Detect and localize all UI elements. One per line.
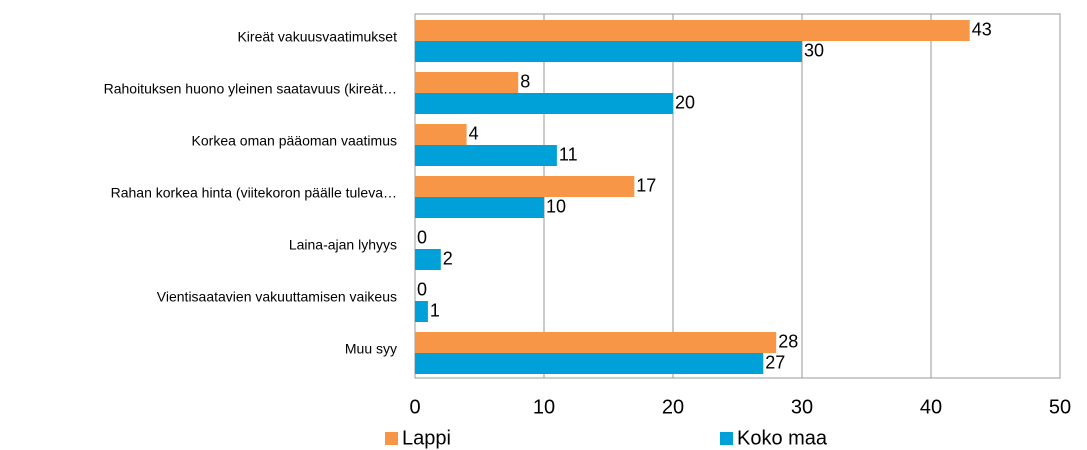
x-tick-label: 40 [920,396,942,418]
category-label: Rahan korkea hinta (viitekoron päälle tu… [111,185,397,201]
x-tick-label: 20 [662,396,684,418]
value-label: 1 [430,300,440,320]
category-label: Vientisaatavien vakuuttamisen vaikeus [157,289,397,305]
value-label: 30 [804,40,824,60]
bar [415,353,764,374]
bar [415,332,777,353]
value-label: 27 [765,352,785,372]
value-label: 0 [417,227,427,247]
value-label: 43 [972,19,992,39]
bar [415,197,544,218]
x-tick-label: 30 [791,396,813,418]
bar [415,176,635,197]
value-label: 8 [520,71,530,91]
category-label: Korkea oman pääoman vaatimus [192,133,397,149]
value-label: 10 [546,196,566,216]
value-label: 17 [636,175,656,195]
x-tick-label: 50 [1049,396,1071,418]
bar [415,301,428,322]
value-label: 0 [417,279,427,299]
x-tick-label: 10 [533,396,555,418]
legend-label: Lappi [402,427,451,449]
category-label: Muu syy [345,341,397,357]
bar [415,20,970,41]
value-label: 28 [778,331,798,351]
legend-swatch [720,432,733,445]
bar [415,249,441,270]
value-label: 4 [469,123,479,143]
category-label: Rahoituksen huono yleinen saatavuus (kir… [104,81,397,97]
bar [415,124,467,145]
bar [415,41,802,62]
legend-swatch [385,432,398,445]
legend-label: Koko maa [737,427,828,449]
bar [415,145,557,166]
value-label: 2 [443,248,453,268]
x-tick-label: 0 [409,396,420,418]
bar [415,72,519,93]
category-label: Laina-ajan lyhyys [289,237,397,253]
category-label: Kireät vakuusvaatimukset [237,29,397,45]
bar [415,93,673,114]
value-label: 11 [559,144,578,164]
value-label: 20 [675,92,695,112]
